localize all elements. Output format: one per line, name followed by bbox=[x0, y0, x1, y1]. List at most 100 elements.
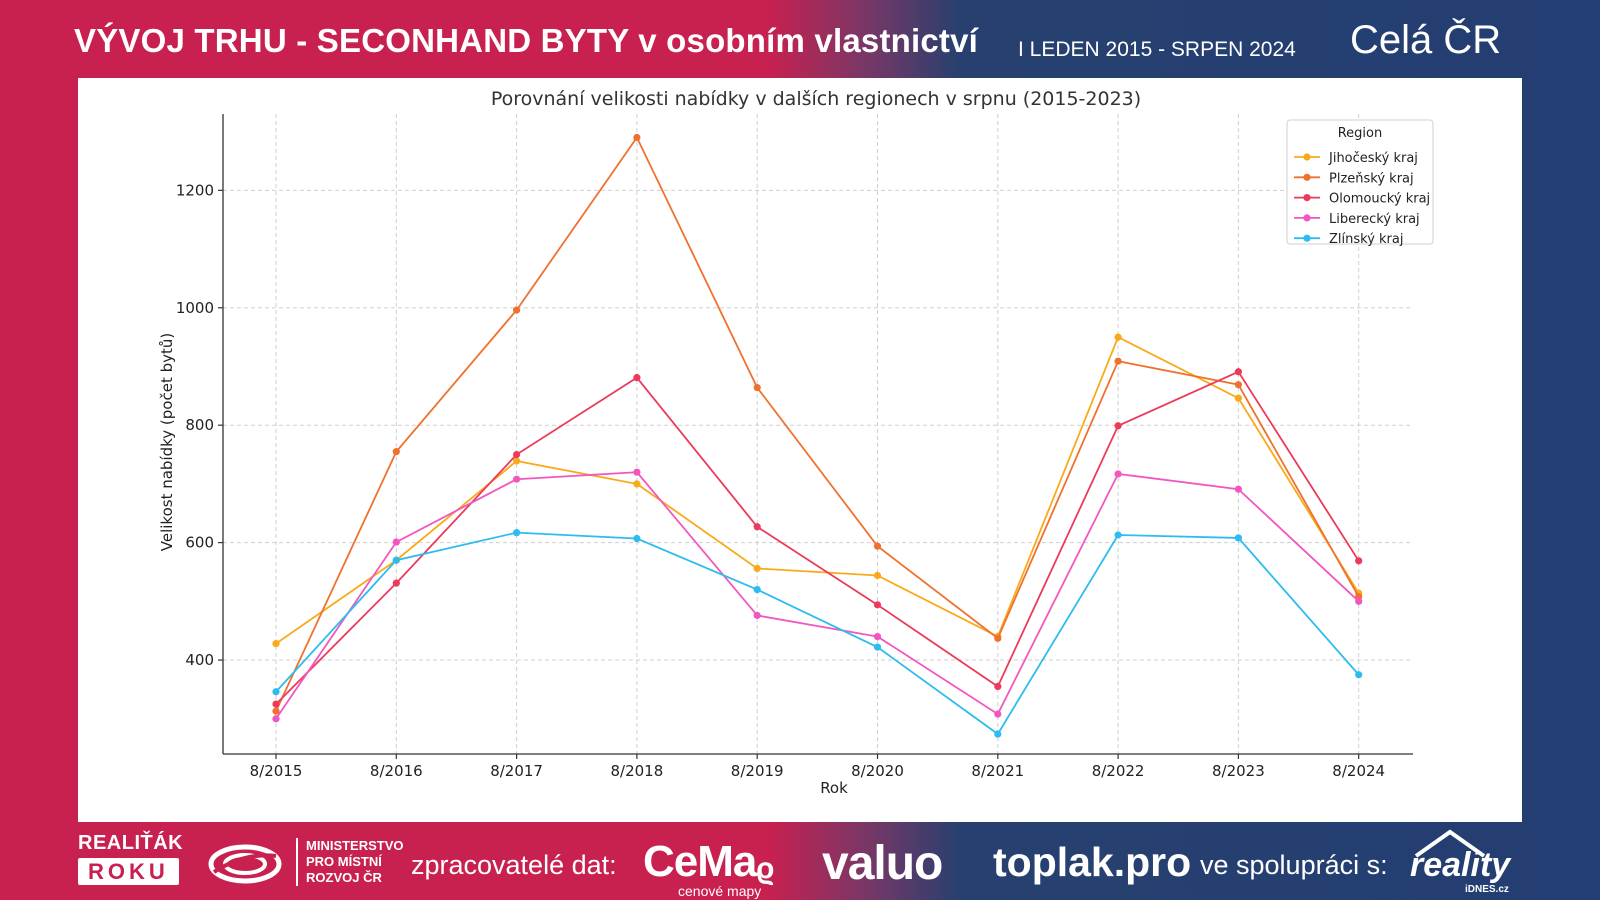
series-olomoucký-kraj bbox=[272, 368, 1363, 708]
data-point bbox=[1114, 357, 1122, 365]
data-point bbox=[1114, 422, 1122, 430]
series-jihočeský-kraj bbox=[272, 333, 1363, 648]
data-point bbox=[392, 579, 400, 587]
series-line bbox=[275, 531, 1360, 736]
data-point bbox=[513, 475, 521, 483]
x-tick-label: 8/2024 bbox=[1332, 762, 1385, 780]
data-point bbox=[1114, 333, 1122, 341]
data-point bbox=[272, 700, 280, 708]
data-point bbox=[392, 556, 400, 564]
series-layer bbox=[272, 133, 1363, 738]
data-point bbox=[873, 571, 882, 580]
legend-swatch-dot bbox=[1303, 173, 1311, 181]
data-point bbox=[513, 306, 521, 314]
ministry-label: MINISTERSTVO PRO MÍSTNÍ ROZVOJ ČR bbox=[296, 838, 404, 886]
x-tick-label: 8/2017 bbox=[490, 762, 543, 780]
y-tick-label: 1200 bbox=[176, 181, 214, 199]
line-chart: Porovnání velikosti nabídky v dalších re… bbox=[158, 88, 1434, 797]
idnes-label: iDNES.cz bbox=[1465, 884, 1509, 895]
legend-swatch-dot bbox=[1303, 153, 1311, 161]
toplak-logo: toplak.pro bbox=[993, 839, 1192, 885]
data-point bbox=[753, 564, 761, 573]
cemap-subtitle: cenové mapy bbox=[678, 883, 762, 899]
data-point bbox=[1234, 381, 1242, 389]
series-line bbox=[275, 335, 1360, 645]
data-point bbox=[753, 384, 761, 392]
data-point bbox=[1234, 534, 1242, 542]
data-point bbox=[753, 611, 761, 620]
chart-panel: Porovnání velikosti nabídky v dalších re… bbox=[78, 78, 1522, 822]
data-point bbox=[1355, 557, 1363, 565]
data-point bbox=[1234, 394, 1242, 402]
ministry-emblem-icon bbox=[208, 844, 282, 884]
valuo-logo: valuo bbox=[822, 837, 943, 890]
data-point bbox=[873, 632, 882, 641]
data-point bbox=[873, 601, 882, 609]
legend-entry: Plzeňský kraj bbox=[1329, 171, 1414, 186]
x-tick-label: 8/2016 bbox=[370, 762, 423, 780]
data-point bbox=[994, 682, 1002, 691]
data-point bbox=[633, 468, 641, 476]
data-point bbox=[753, 585, 761, 594]
data-point bbox=[513, 457, 521, 465]
data-point bbox=[392, 538, 400, 546]
data-point bbox=[633, 374, 641, 382]
data-point bbox=[873, 643, 882, 651]
page-title: VÝVOJ TRHU - SECONHAND BYTY v osobním vl… bbox=[74, 22, 979, 59]
legend-swatch-dot bbox=[1303, 234, 1311, 242]
data-point bbox=[994, 634, 1002, 642]
y-tick-label: 400 bbox=[185, 651, 214, 669]
series-liberecký-kraj bbox=[272, 468, 1363, 723]
series-line bbox=[275, 370, 1360, 705]
y-tick-label: 800 bbox=[185, 416, 214, 434]
data-point bbox=[873, 542, 882, 550]
data-point bbox=[1355, 671, 1363, 679]
data-point bbox=[633, 534, 641, 543]
legend-entry: Zlínský kraj bbox=[1329, 232, 1403, 247]
x-tick-label: 8/2021 bbox=[971, 762, 1024, 780]
data-point bbox=[1234, 485, 1242, 493]
x-tick-label: 8/2023 bbox=[1212, 762, 1265, 780]
data-point bbox=[272, 640, 280, 648]
data-point bbox=[1114, 531, 1122, 539]
x-tick-label: 8/2018 bbox=[611, 762, 664, 780]
legend-swatch-dot bbox=[1303, 214, 1311, 222]
legend-swatch-dot bbox=[1303, 194, 1311, 202]
grid-lines bbox=[223, 114, 1413, 754]
data-point bbox=[392, 448, 400, 456]
header-banner: VÝVOJ TRHU - SECONHAND BYTY v osobním vl… bbox=[0, 0, 1600, 78]
processors-label: zpracovatelé dat: bbox=[411, 850, 617, 880]
realitak-label: REALIŤÁK bbox=[78, 832, 184, 854]
region-label: Celá ČR bbox=[1350, 18, 1502, 62]
legend-box bbox=[1286, 119, 1434, 245]
x-tick-label: 8/2019 bbox=[731, 762, 784, 780]
data-point bbox=[633, 133, 641, 142]
legend-title: Region bbox=[1338, 126, 1383, 141]
legend-entry: Jihočeský kraj bbox=[1328, 151, 1418, 166]
y-tick-label: 600 bbox=[185, 534, 214, 552]
data-point bbox=[994, 710, 1002, 718]
data-point bbox=[272, 715, 280, 723]
x-axis-label: Rok bbox=[820, 779, 848, 797]
series-plzeňský-kraj bbox=[272, 133, 1363, 715]
date-range: I LEDEN 2015 - SRPEN 2024 bbox=[1018, 38, 1296, 61]
data-point bbox=[1355, 597, 1363, 605]
data-point bbox=[1114, 470, 1122, 478]
data-point bbox=[513, 450, 521, 459]
footer-banner: REALIŤÁK ROKU MINISTERSTVO PRO MÍSTNÍ RO… bbox=[0, 822, 1600, 900]
chart-title: Porovnání velikosti nabídky v dalších re… bbox=[491, 88, 1141, 110]
x-tick-label: 8/2022 bbox=[1092, 762, 1145, 780]
x-tick-label: 8/2020 bbox=[851, 762, 904, 780]
roku-label: ROKU bbox=[78, 858, 179, 885]
realitak-roku-logo: REALIŤÁK ROKU bbox=[78, 832, 194, 885]
x-tick-label: 8/2015 bbox=[250, 762, 303, 780]
data-point bbox=[272, 707, 280, 715]
y-tick-label: 1000 bbox=[176, 299, 214, 317]
legend-entry: Olomoucký kraj bbox=[1329, 192, 1430, 207]
legend-entry: Liberecký kraj bbox=[1329, 212, 1420, 227]
legend: Region Jihočeský kraj Plzeňský kraj Olomouc… bbox=[1286, 119, 1434, 247]
series-line bbox=[275, 471, 1360, 720]
cooperation-label: ve spolupráci s: bbox=[1200, 850, 1388, 880]
house-icon bbox=[1414, 829, 1486, 858]
data-point bbox=[272, 688, 280, 696]
